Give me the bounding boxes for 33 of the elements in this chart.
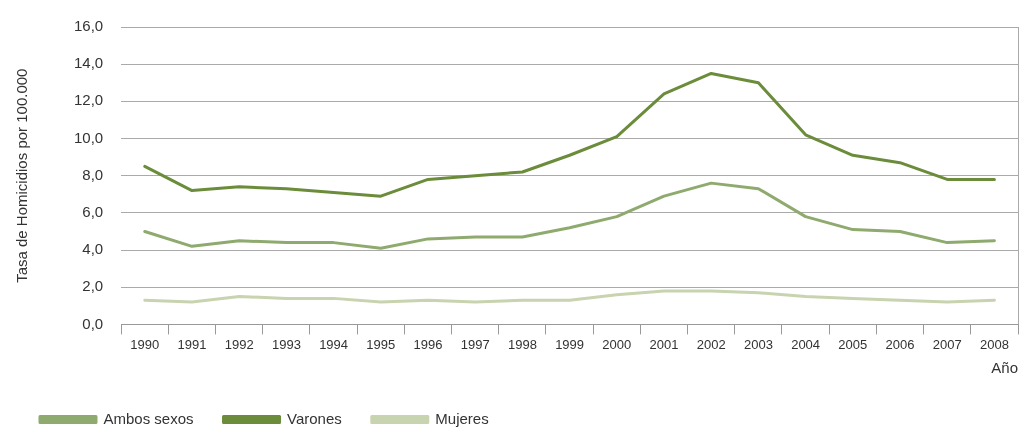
x-tick-label: 1994 (319, 336, 349, 352)
x-tick-label: 2003 (743, 336, 773, 352)
x-tick-label: 1995 (366, 336, 396, 352)
legend-label: Ambos sexos (103, 409, 194, 427)
x-tick-label: 2001 (649, 336, 679, 352)
y-tick-label: 10,0 (73, 128, 104, 146)
y-tick-label: 0,0 (82, 314, 104, 332)
x-tick-label: 2008 (979, 336, 1009, 352)
legend-label: Varones (287, 409, 342, 427)
y-axis-title: Tasa de Homicidios por 100.000 (13, 68, 31, 283)
x-tick-label: 1998 (507, 336, 537, 352)
x-tick-label: 1993 (271, 336, 301, 352)
x-tick-label: 2005 (838, 336, 868, 352)
x-tick-label: 1999 (555, 336, 585, 352)
legend-label: Mujeres (435, 409, 489, 427)
y-tick-label: 2,0 (82, 277, 104, 295)
x-axis-title: Año (991, 359, 1018, 377)
y-tick-label: 8,0 (82, 165, 104, 183)
y-tick-label: 6,0 (82, 203, 104, 221)
y-tick-label: 16,0 (73, 17, 104, 35)
x-tick-label: 2007 (932, 336, 962, 352)
x-tick-label: 1996 (413, 336, 443, 352)
y-tick-label: 14,0 (73, 54, 104, 72)
x-tick-label: 2000 (602, 336, 632, 352)
x-tick-label: 1997 (460, 336, 490, 352)
x-tick-label: 2004 (791, 336, 821, 352)
y-tick-label: 4,0 (82, 240, 104, 258)
x-tick-label: 2002 (696, 336, 726, 352)
x-tick-label: 1991 (177, 336, 207, 352)
x-tick-label: 2006 (885, 336, 915, 352)
x-tick-label: 1990 (130, 336, 160, 352)
y-tick-label: 12,0 (73, 91, 104, 109)
x-tick-label: 1992 (224, 336, 254, 352)
